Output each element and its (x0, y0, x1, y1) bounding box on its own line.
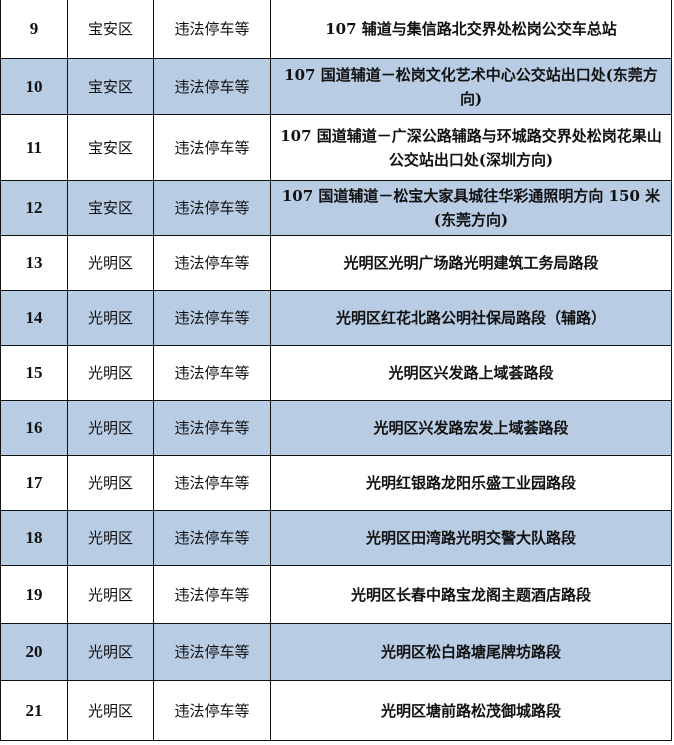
violation-type-cell: 违法停车等 (153, 400, 271, 456)
table-row: 17 光明区 违法停车等 光明红银路龙阳乐盛工业园路段 (0, 455, 672, 511)
district-cell: 光明区 (67, 510, 154, 566)
row-number: 15 (0, 345, 68, 401)
table-row: 13 光明区 违法停车等 光明区光明广场路光明建筑工务局路段 (0, 235, 672, 291)
location-cell: 光明区兴发路宏发上域荟路段 (270, 400, 672, 456)
table-row: 11 宝安区 违法停车等 107 国道辅道－广深公路辅路与环城路交界处松岗花果山公交站… (0, 114, 672, 181)
location-cell: 107 辅道与集信路北交界处松岗公交车总站 (270, 0, 672, 59)
location-cell: 光明红银路龙阳乐盛工业园路段 (270, 455, 672, 511)
violation-type-cell: 违法停车等 (153, 565, 271, 624)
table-row: 9 宝安区 违法停车等 107 辅道与集信路北交界处松岗公交车总站 (0, 0, 672, 59)
table-row: 20 光明区 违法停车等 光明区松白路塘尾牌坊路段 (0, 623, 672, 681)
row-number: 11 (0, 114, 68, 181)
row-number: 12 (0, 180, 68, 236)
table-row: 16 光明区 违法停车等 光明区兴发路宏发上域荟路段 (0, 400, 672, 456)
table-row: 12 宝安区 违法停车等 107 国道辅道－松宝大家具城往华彩通照明方向 150 米(… (0, 180, 672, 236)
violation-type-cell: 违法停车等 (153, 345, 271, 401)
violation-type-cell: 违法停车等 (153, 623, 271, 681)
row-number: 16 (0, 400, 68, 456)
district-cell: 光明区 (67, 565, 154, 624)
district-cell: 光明区 (67, 345, 154, 401)
violation-type-cell: 违法停车等 (153, 58, 271, 115)
district-cell: 光明区 (67, 290, 154, 346)
district-cell: 宝安区 (67, 114, 154, 181)
table-row: 21 光明区 违法停车等 光明区塘前路松茂御城路段 (0, 680, 672, 741)
location-cell: 107 国道辅道－松宝大家具城往华彩通照明方向 150 米(东莞方向) (270, 180, 672, 236)
district-cell: 光明区 (67, 680, 154, 741)
table-row: 10 宝安区 违法停车等 107 国道辅道－松岗文化艺术中心公交站出口处(东莞方向) (0, 58, 672, 115)
violation-type-cell: 违法停车等 (153, 180, 271, 236)
location-cell: 光明区松白路塘尾牌坊路段 (270, 623, 672, 681)
district-cell: 宝安区 (67, 180, 154, 236)
location-cell: 光明区光明广场路光明建筑工务局路段 (270, 235, 672, 291)
location-cell: 107 国道辅道－松岗文化艺术中心公交站出口处(东莞方向) (270, 58, 672, 115)
district-cell: 宝安区 (67, 0, 154, 59)
location-cell: 107 国道辅道－广深公路辅路与环城路交界处松岗花果山公交站出口处(深圳方向) (270, 114, 672, 181)
row-number: 9 (0, 0, 68, 59)
violation-type-cell: 违法停车等 (153, 235, 271, 291)
violation-type-cell: 违法停车等 (153, 510, 271, 566)
location-cell: 光明区塘前路松茂御城路段 (270, 680, 672, 741)
location-cell: 光明区兴发路上域荟路段 (270, 345, 672, 401)
row-number: 10 (0, 58, 68, 115)
row-number: 14 (0, 290, 68, 346)
location-cell: 光明区红花北路公明社保局路段（辅路） (270, 290, 672, 346)
row-number: 18 (0, 510, 68, 566)
row-number: 19 (0, 565, 68, 624)
table-row: 18 光明区 违法停车等 光明区田湾路光明交警大队路段 (0, 510, 672, 566)
table-row: 14 光明区 违法停车等 光明区红花北路公明社保局路段（辅路） (0, 290, 672, 346)
violation-type-cell: 违法停车等 (153, 455, 271, 511)
violation-type-cell: 违法停车等 (153, 114, 271, 181)
location-cell: 光明区田湾路光明交警大队路段 (270, 510, 672, 566)
district-cell: 宝安区 (67, 58, 154, 115)
district-cell: 光明区 (67, 623, 154, 681)
row-number: 20 (0, 623, 68, 681)
violation-type-cell: 违法停车等 (153, 680, 271, 741)
district-cell: 光明区 (67, 400, 154, 456)
district-cell: 光明区 (67, 235, 154, 291)
violation-type-cell: 违法停车等 (153, 290, 271, 346)
row-number: 21 (0, 680, 68, 741)
row-number: 13 (0, 235, 68, 291)
table-row: 19 光明区 违法停车等 光明区长春中路宝龙阁主题酒店路段 (0, 565, 672, 624)
district-cell: 光明区 (67, 455, 154, 511)
location-cell: 光明区长春中路宝龙阁主题酒店路段 (270, 565, 672, 624)
table-row: 15 光明区 违法停车等 光明区兴发路上域荟路段 (0, 345, 672, 401)
violation-type-cell: 违法停车等 (153, 0, 271, 59)
row-number: 17 (0, 455, 68, 511)
